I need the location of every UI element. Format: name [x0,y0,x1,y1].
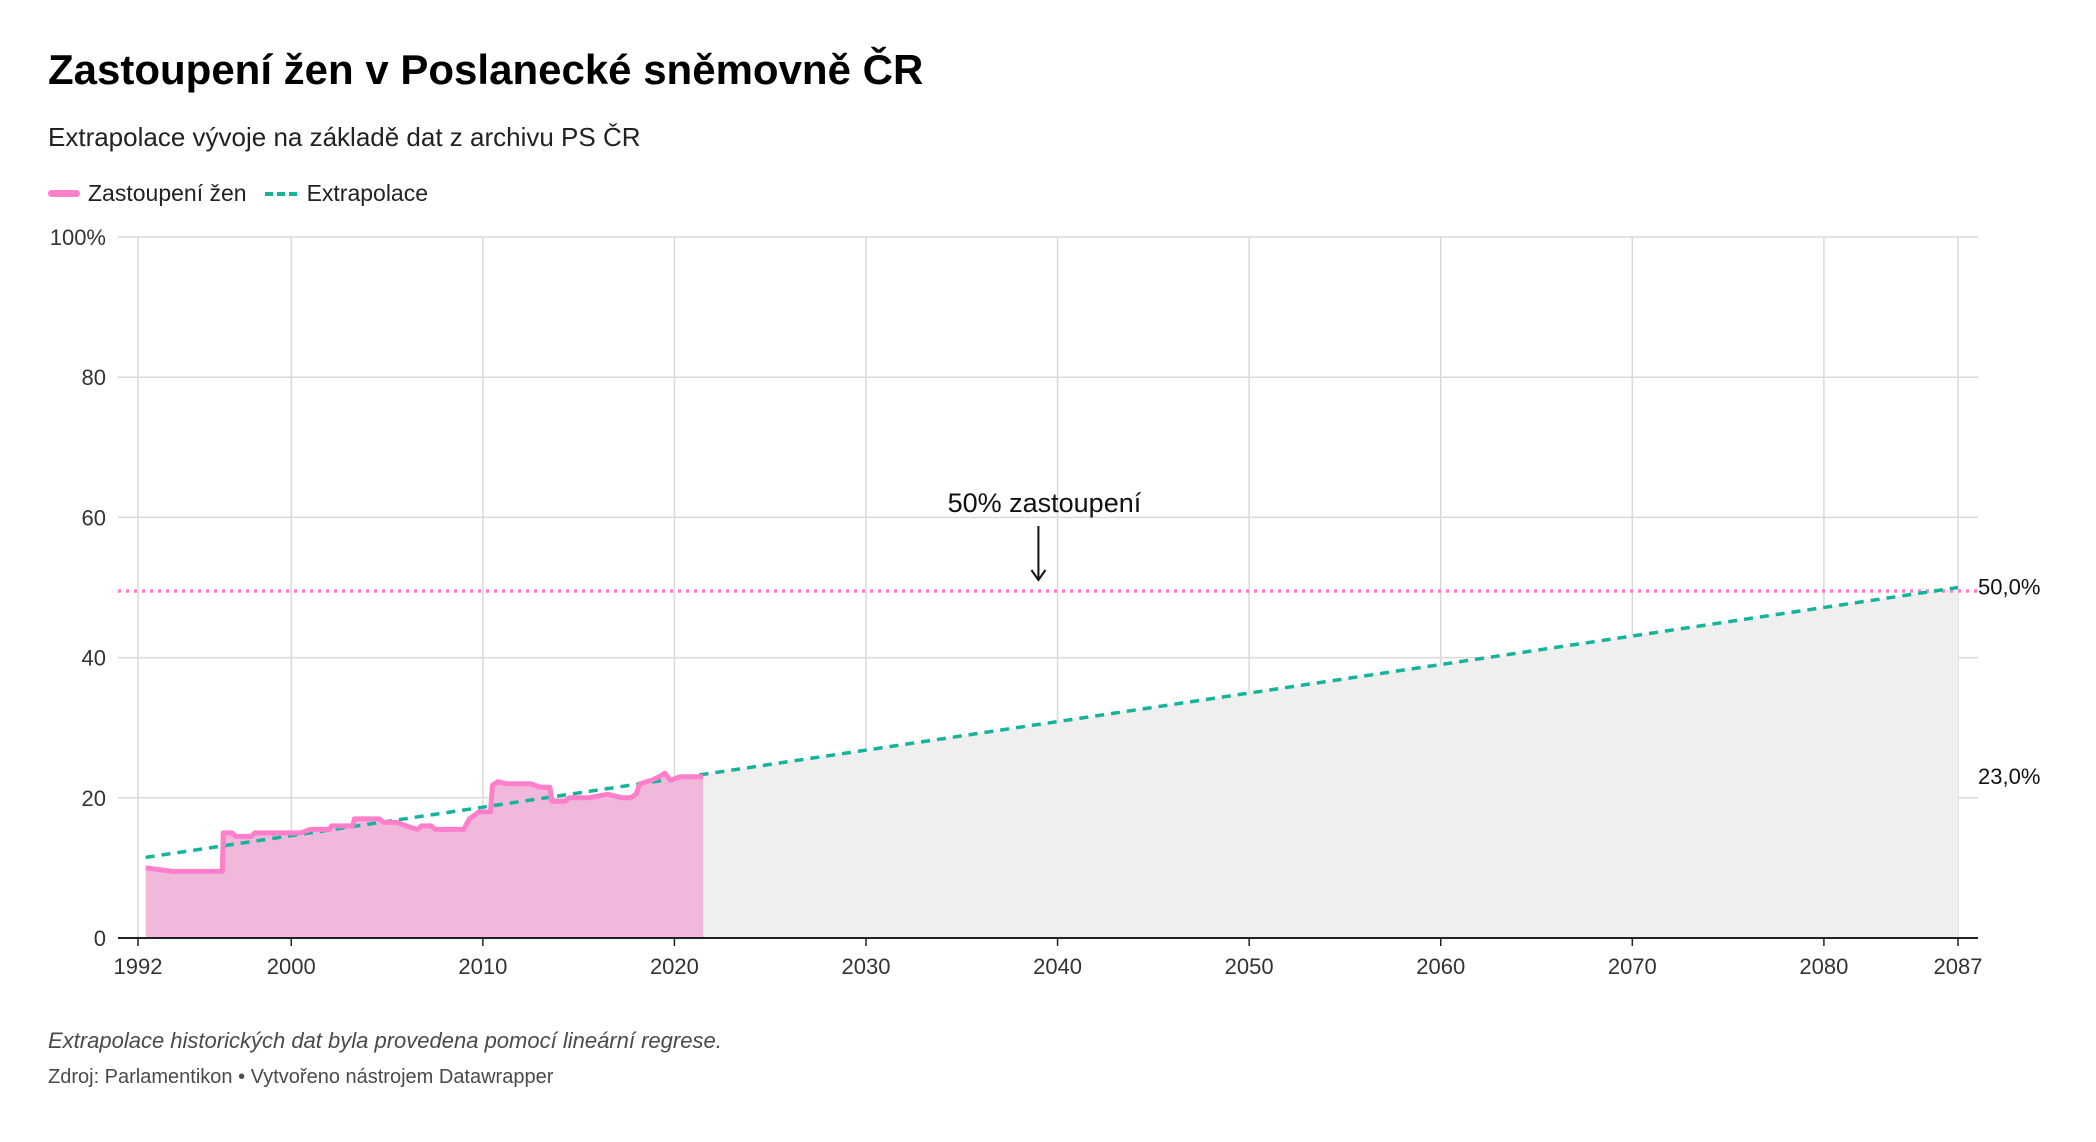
chart-subtitle: Extrapolace vývoje na základě dat z arch… [48,122,641,152]
chart-legend: Zastoupení žen Extrapolace [48,180,446,207]
x-tick-label: 2000 [267,954,316,979]
x-tick-label: 2087 [1934,954,1983,979]
x-tick-label: 2010 [458,954,507,979]
x-tick-label: 2060 [1416,954,1465,979]
legend-item-extrapolace: Extrapolace [264,180,429,207]
women-line [145,770,704,874]
y-tick-label: 20 [82,786,106,811]
axis-layer: 100% 80 60 40 20 0 1992 2000 2010 2020 2030 2040 205… [50,225,1983,979]
y-tick-label: 80 [82,365,106,390]
area-layer [145,587,1958,938]
end-label-target: 50,0% [1978,575,2040,600]
chart-source: Zdroj: Parlamentikon • Vytvořeno nástroj… [48,1066,554,1088]
chart-notes: Extrapolace historických dat byla proved… [48,1028,722,1053]
x-tick-label: 2050 [1225,954,1274,979]
x-tick-label: 2080 [1799,954,1848,979]
x-tick-label: 1992 [114,954,163,979]
label-layer: 50% zastoupení 50,0% 23,0% [948,488,2041,789]
x-tick-label: 2040 [1033,954,1082,979]
legend-swatch-dashed [264,191,297,196]
annotation-label: 50% zastoupení [948,488,1142,518]
line-layer [118,585,1978,874]
x-tick-label: 2020 [650,954,699,979]
chart-title: Zastoupení žen v Poslanecké sněmovně ČR [48,46,924,93]
women-area [145,773,704,938]
y-tick-label: 40 [82,646,106,671]
x-tick-label: 2030 [842,954,891,979]
annotation-arrow-head [1030,569,1047,582]
y-tick-label: 100% [50,225,106,250]
legend-item-zastoupeni: Zastoupení žen [48,180,247,207]
legend-swatch-solid [48,190,80,197]
x-tick-label: 2070 [1608,954,1657,979]
legend-label-zastoupeni: Zastoupení žen [88,180,247,206]
y-tick-label: 60 [82,505,106,530]
extrapolation-line [145,585,1959,860]
legend-label-extrapolace: Extrapolace [306,180,429,206]
future-area [703,587,1958,938]
chart-svg: 100% 80 60 40 20 0 1992 2000 2010 2020 2030 2040 205… [50,225,2041,979]
end-label-current: 23,0% [1978,764,2040,789]
y-tick-label: 0 [94,926,106,951]
